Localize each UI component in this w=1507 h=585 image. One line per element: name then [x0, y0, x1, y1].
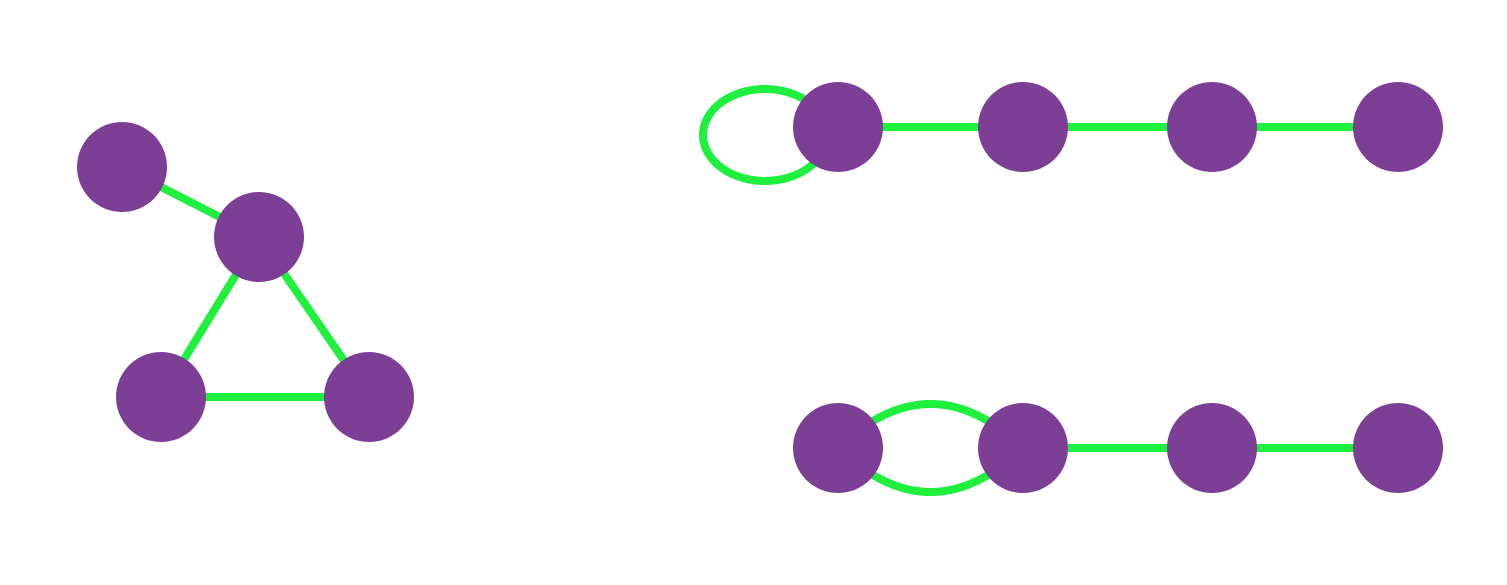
nodes-layer	[77, 82, 1443, 493]
graph-1-node-c	[116, 352, 206, 442]
graph-3-node-c	[1167, 403, 1257, 493]
graph-2-node-a	[793, 82, 883, 172]
graph-1-node-b	[214, 192, 304, 282]
graph-2-node-c	[1167, 82, 1257, 172]
graph-1-node-d	[324, 352, 414, 442]
graph-2-node-d	[1353, 82, 1443, 172]
graph-3-node-b	[978, 403, 1068, 493]
graph-1-node-a	[77, 122, 167, 212]
graph-3-node-a	[793, 403, 883, 493]
graph-2-node-b	[978, 82, 1068, 172]
graph-3-node-d	[1353, 403, 1443, 493]
